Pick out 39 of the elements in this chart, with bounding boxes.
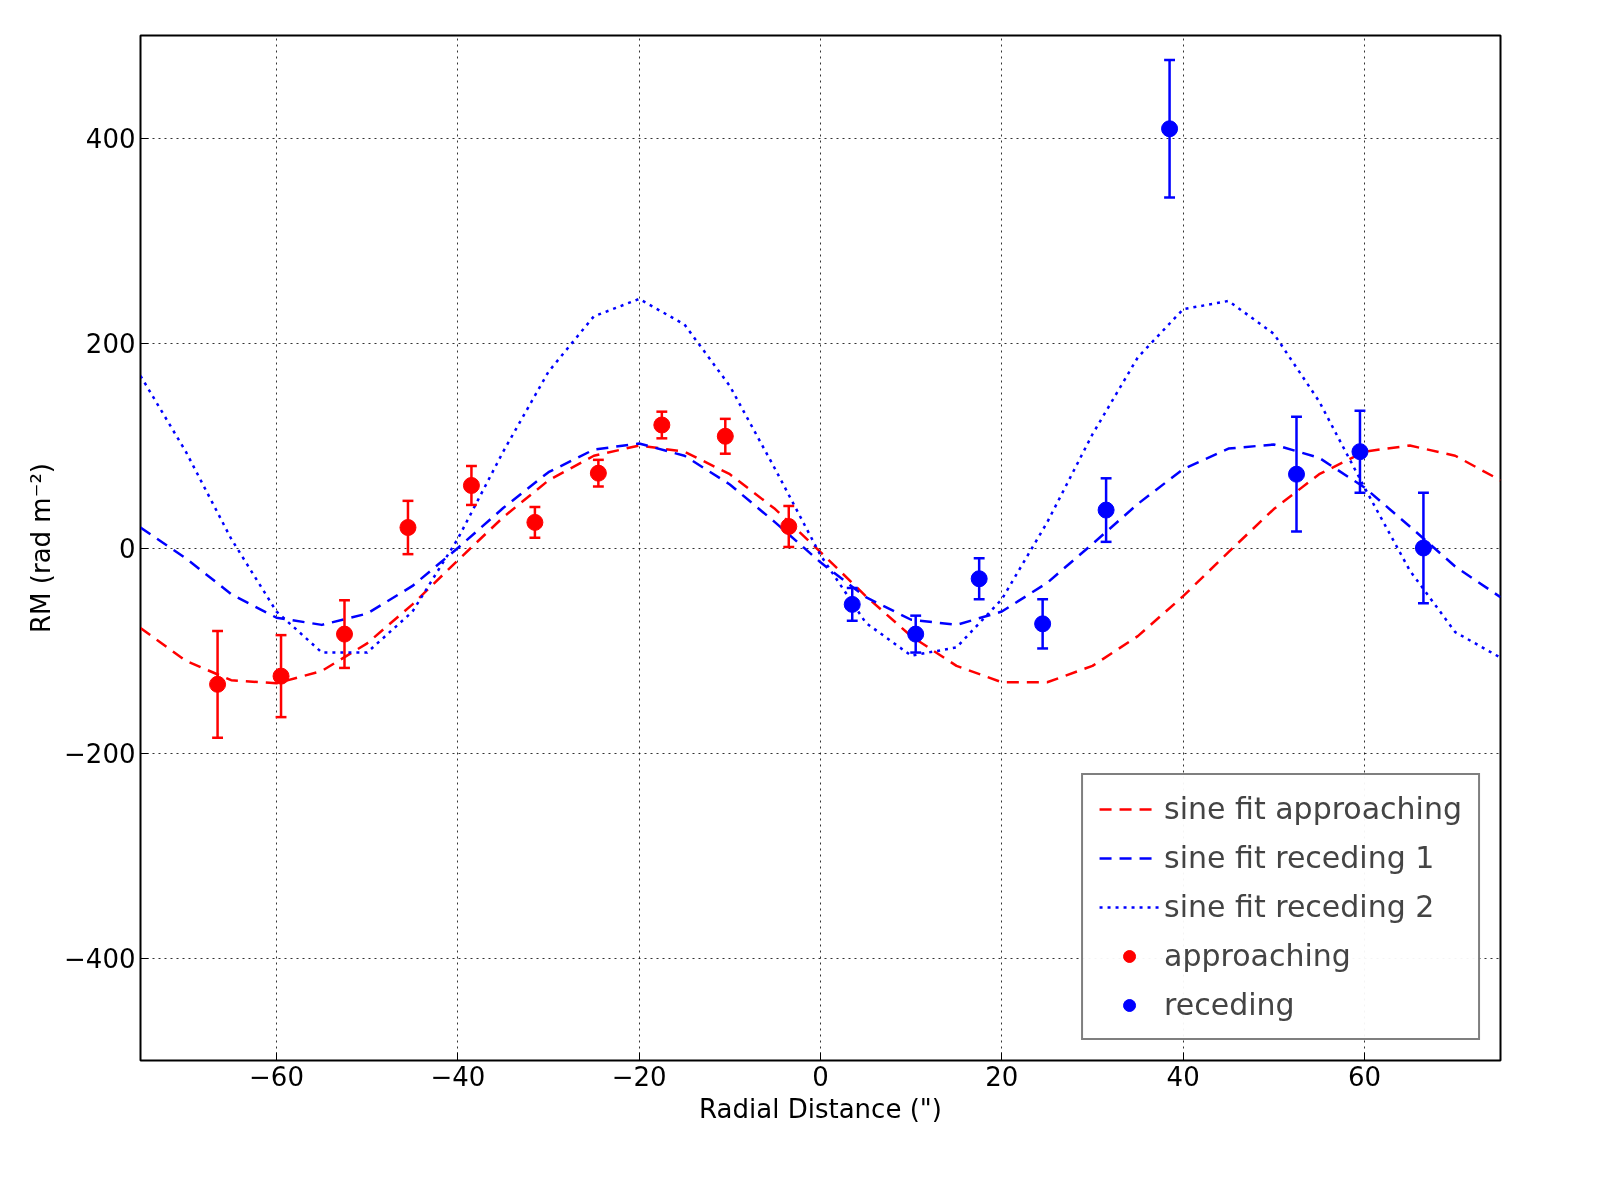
point	[1351, 443, 1369, 461]
x-axis-title: Radial Distance (")	[699, 1093, 942, 1124]
legend-label: approaching	[1164, 938, 1351, 973]
point	[1288, 465, 1305, 483]
point	[1097, 501, 1115, 519]
x-tick-label: 40	[1166, 1061, 1200, 1092]
point	[272, 667, 290, 685]
point	[589, 464, 607, 482]
point	[209, 675, 227, 693]
x-tick-label: 60	[1347, 1061, 1382, 1092]
point	[1161, 120, 1179, 138]
point	[970, 570, 988, 588]
point	[336, 625, 353, 643]
x-tick-label: −40	[430, 1061, 486, 1092]
x-tick-label: −60	[249, 1061, 304, 1092]
point	[462, 476, 480, 494]
point	[780, 517, 798, 535]
line-series	[140, 297, 1501, 659]
y-tick-label: −400	[64, 944, 136, 974]
legend-label: sine fit approaching	[1164, 791, 1462, 826]
legend-label: receding	[1164, 987, 1295, 1022]
point	[716, 427, 734, 445]
point	[653, 416, 671, 434]
point	[843, 595, 861, 613]
point	[526, 513, 544, 531]
x-tick-label: 0	[812, 1061, 829, 1092]
x-tick-label: 20	[985, 1061, 1019, 1092]
y-axis-title: RM (rad m⁻²)	[26, 463, 57, 633]
point	[399, 519, 417, 536]
legend-label: sine fit receding 1	[1164, 840, 1435, 875]
y-tick-label: −200	[64, 739, 136, 769]
point	[1414, 539, 1432, 557]
x-tick-label: −20	[611, 1061, 667, 1092]
point	[907, 625, 925, 643]
legend-label: sine fit receding 2	[1164, 889, 1435, 924]
point	[1034, 615, 1052, 633]
y-tick-label: 200	[85, 329, 136, 359]
y-tick-label: 0	[118, 534, 136, 564]
y-tick-label: 400	[85, 124, 136, 154]
